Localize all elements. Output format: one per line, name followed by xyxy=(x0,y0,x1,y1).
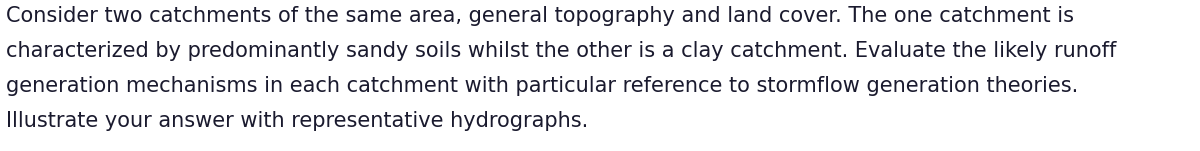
Text: Illustrate your answer with representative hydrographs.: Illustrate your answer with representati… xyxy=(6,111,588,131)
Text: generation mechanisms in each catchment with particular reference to stormflow g: generation mechanisms in each catchment … xyxy=(6,76,1079,96)
Text: characterized by predominantly sandy soils whilst the other is a clay catchment.: characterized by predominantly sandy soi… xyxy=(6,41,1116,61)
Text: Consider two catchments of the same area, general topography and land cover. The: Consider two catchments of the same area… xyxy=(6,6,1074,26)
